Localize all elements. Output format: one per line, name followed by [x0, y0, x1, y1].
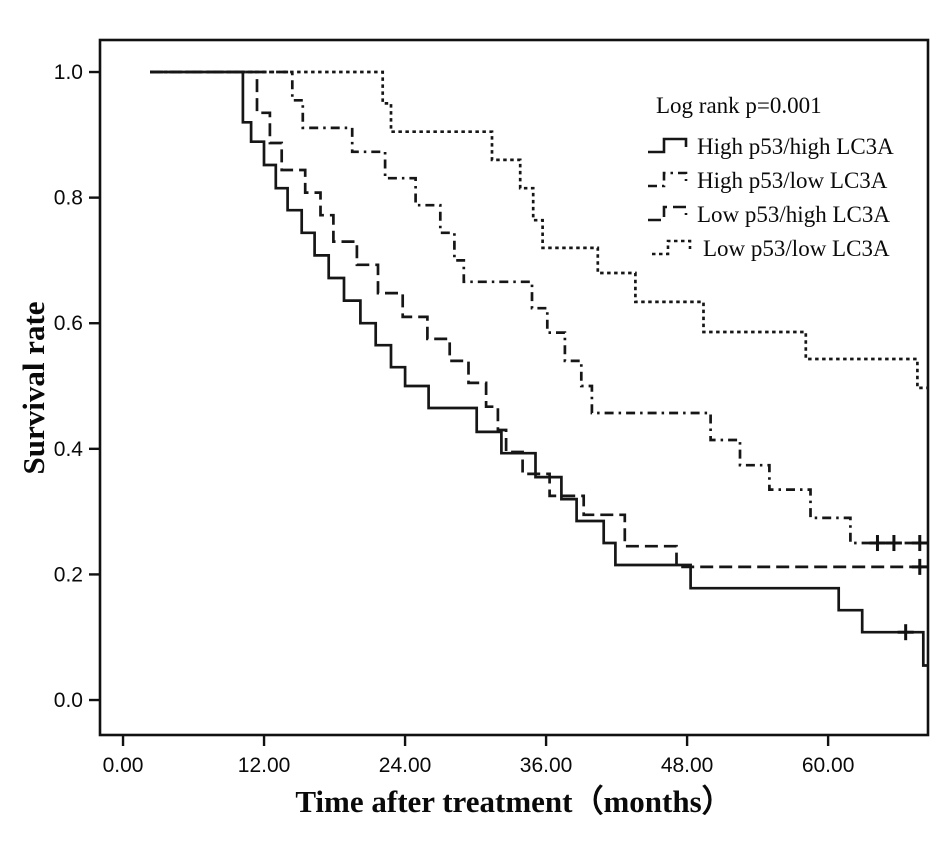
km-curve-high-p53-high-lc3a [150, 70, 928, 667]
legend-entry: Low p53/high LC3A [648, 202, 890, 227]
y-axis-label: Survival rate [16, 301, 51, 474]
legend-entry-label: High p53/high LC3A [697, 134, 894, 159]
legend-sample-long-dash-line [648, 205, 688, 222]
x-axis-ticks: 0.00 12.00 24.00 36.00 48.00 60.00 [103, 735, 855, 777]
legend-title: Log rank p=0.001 [656, 93, 822, 118]
y-tick-label: 1.0 [54, 61, 83, 84]
x-axis-label: Time after treatment（months） [295, 784, 732, 819]
y-tick-label: 0.0 [54, 689, 83, 712]
legend-entries: High p53/high LC3A High p53/low LC3A Low p… [648, 134, 894, 261]
y-tick-label: 0.6 [54, 312, 83, 335]
legend-entry: High p53/high LC3A [648, 134, 894, 159]
legend-entry: Low p53/low LC3A [652, 236, 890, 261]
y-tick-label: 0.4 [54, 438, 84, 461]
legend-entry-label: Low p53/low LC3A [703, 236, 890, 261]
legend-sample-solid-line [648, 137, 688, 154]
x-tick-label: 36.00 [520, 754, 573, 777]
x-tick-label: 24.00 [379, 754, 432, 777]
legend-sample-dash-dot-line [648, 171, 688, 188]
y-tick-label: 0.8 [54, 187, 83, 210]
x-tick-label: 0.00 [103, 754, 144, 777]
legend: Log rank p=0.001 High p53/high LC3AHigh … [648, 93, 894, 261]
x-tick-label: 12.00 [238, 754, 291, 777]
x-tick-label: 60.00 [802, 754, 855, 777]
km-curve-high-p53-low-lc3a [150, 70, 928, 545]
survival-curves [150, 70, 928, 667]
km-curve-low-p53-low-lc3a [150, 70, 928, 390]
legend-entry-label: High p53/low LC3A [697, 168, 888, 193]
legend-entry-label: Low p53/high LC3A [697, 202, 890, 227]
x-tick-label: 48.00 [661, 754, 714, 777]
legend-entry: High p53/low LC3A [648, 168, 888, 193]
legend-sample-short-dash-line [652, 239, 692, 256]
censor-marks [869, 535, 928, 641]
y-axis-ticks: 1.0 0.8 0.6 0.4 0.2 0.0 [54, 61, 100, 712]
km-curve-low-p53-high-lc3a [150, 70, 928, 569]
y-tick-label: 0.2 [54, 563, 83, 586]
